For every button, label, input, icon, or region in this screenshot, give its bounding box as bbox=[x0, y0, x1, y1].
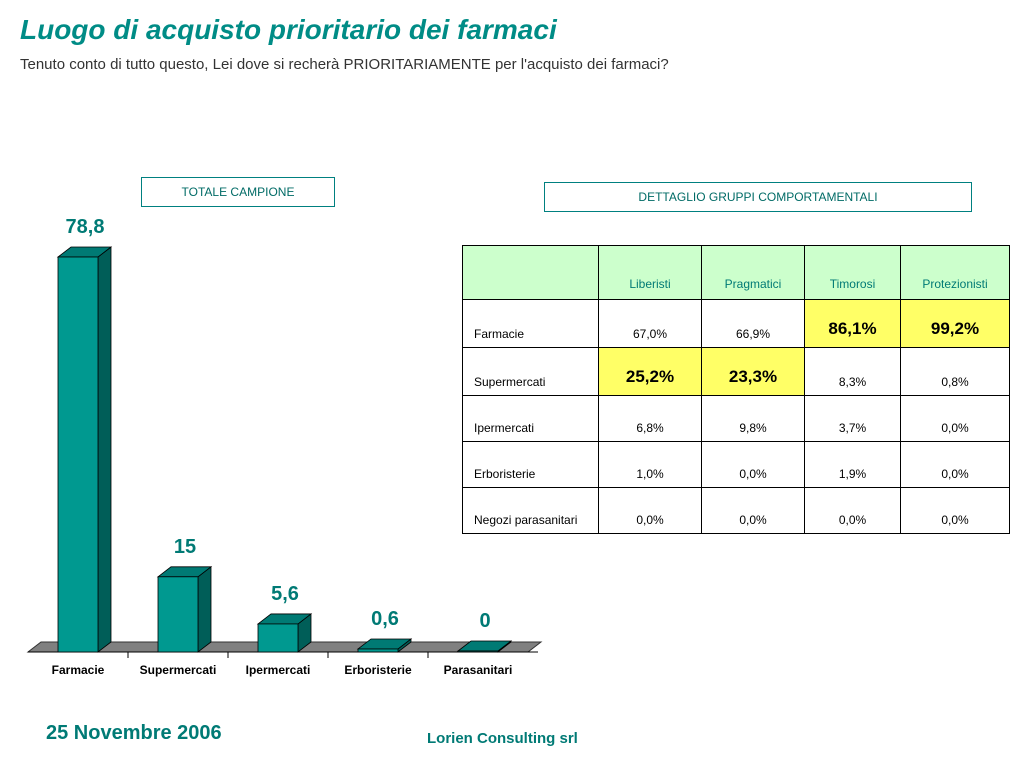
bar-farmacie bbox=[56, 246, 113, 653]
footer-company: Lorien Consulting srl bbox=[427, 730, 578, 747]
x-tick-label: Parasanitari bbox=[444, 663, 513, 677]
x-tick-label: Erboristerie bbox=[344, 663, 412, 677]
row-label: Negozi parasanitari bbox=[462, 487, 599, 534]
bar-side bbox=[197, 565, 212, 653]
bar-supermercati bbox=[156, 565, 213, 653]
table-cell: 6,8% bbox=[598, 395, 702, 442]
data-label: 0 bbox=[479, 610, 490, 632]
table-cell: 0,0% bbox=[900, 395, 1010, 442]
table-corner-cell bbox=[462, 245, 599, 300]
behavior-groups-table: Liberisti Pragmatici Timorosi Protezionisti… bbox=[462, 245, 1010, 534]
table-row: Farmacie 67,0% 66,9% 86,1% 99,2% bbox=[462, 299, 1010, 348]
table-cell: 0,0% bbox=[598, 487, 702, 534]
bar-side bbox=[97, 246, 112, 653]
bar-front bbox=[357, 648, 399, 653]
row-label: Erboristerie bbox=[462, 441, 599, 488]
table-cell: 8,3% bbox=[804, 347, 901, 396]
bar-front bbox=[157, 576, 199, 653]
table-cell: 0,0% bbox=[701, 487, 805, 534]
x-tick-label: Ipermercati bbox=[246, 663, 311, 677]
page-title: Luogo di acquisto prioritario dei farmac… bbox=[20, 14, 557, 45]
footer-date: 25 Novembre 2006 bbox=[46, 722, 222, 744]
table-cell: 0,0% bbox=[701, 441, 805, 488]
total-sample-label: TOTALE CAMPIONE bbox=[141, 177, 335, 207]
x-tick-label: Supermercati bbox=[140, 663, 217, 677]
column-header: Pragmatici bbox=[701, 245, 805, 300]
data-label: 5,6 bbox=[271, 583, 299, 605]
highlighted-cell: 23,3% bbox=[701, 347, 805, 396]
bar-front bbox=[457, 650, 499, 653]
table-cell: 1,9% bbox=[804, 441, 901, 488]
bar-parasanitari bbox=[456, 640, 513, 653]
highlighted-cell: 25,2% bbox=[598, 347, 702, 396]
row-label: Farmacie bbox=[462, 299, 599, 348]
table-row: Negozi parasanitari 0,0% 0,0% 0,0% 0,0% bbox=[462, 487, 1010, 534]
data-label: 15 bbox=[174, 536, 196, 558]
table-cell: 1,0% bbox=[598, 441, 702, 488]
data-label: 78,8 bbox=[66, 216, 105, 238]
bar-front bbox=[257, 623, 299, 653]
table-cell: 9,8% bbox=[701, 395, 805, 442]
bar-ipermercati bbox=[256, 613, 313, 653]
column-header: Timorosi bbox=[804, 245, 901, 300]
highlighted-cell: 86,1% bbox=[804, 299, 901, 348]
column-header: Protezionisti bbox=[900, 245, 1010, 300]
bar-erboristerie bbox=[356, 638, 413, 653]
table-cell: 0,0% bbox=[900, 487, 1010, 534]
highlighted-cell: 99,2% bbox=[900, 299, 1010, 348]
table-cell: 66,9% bbox=[701, 299, 805, 348]
data-label: 0,6 bbox=[371, 608, 399, 630]
table-row: Ipermercati 6,8% 9,8% 3,7% 0,0% bbox=[462, 395, 1010, 442]
table-cell: 0,8% bbox=[900, 347, 1010, 396]
bar-front bbox=[57, 256, 99, 653]
x-tick-label: Farmacie bbox=[52, 663, 105, 677]
page-subtitle: Tenuto conto di tutto questo, Lei dove s… bbox=[20, 56, 669, 73]
table-row: Erboristerie 1,0% 0,0% 1,9% 0,0% bbox=[462, 441, 1010, 488]
behavior-groups-label: DETTAGLIO GRUPPI COMPORTAMENTALI bbox=[544, 182, 972, 212]
table-row: Supermercati 25,2% 23,3% 8,3% 0,8% bbox=[462, 347, 1010, 396]
table-header-row: Liberisti Pragmatici Timorosi Protezionisti bbox=[462, 245, 1010, 300]
table-cell: 3,7% bbox=[804, 395, 901, 442]
table-cell: 0,0% bbox=[804, 487, 901, 534]
row-label: Ipermercati bbox=[462, 395, 599, 442]
table-cell: 67,0% bbox=[598, 299, 702, 348]
table-cell: 0,0% bbox=[900, 441, 1010, 488]
column-header: Liberisti bbox=[598, 245, 702, 300]
bar-chart: 78,8 Farmacie 15 Supermercati 5,6 Ipermercati… bbox=[26, 216, 543, 677]
row-label: Supermercati bbox=[462, 347, 599, 396]
